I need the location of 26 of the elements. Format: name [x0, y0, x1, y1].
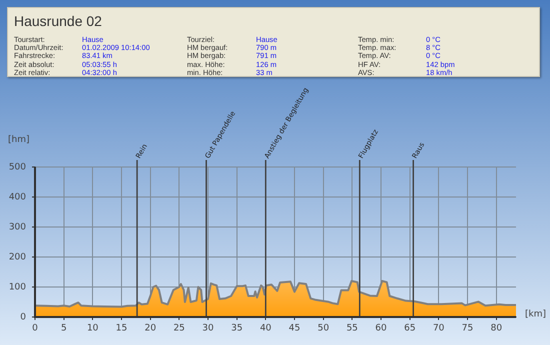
x-tick-label: 0 — [32, 324, 38, 334]
x-tick-label: 20 — [144, 324, 156, 334]
y-tick-label: 500 — [8, 162, 26, 172]
x-axis-title: [km] — [525, 309, 546, 320]
x-tick-label: 10 — [86, 324, 99, 334]
x-tick-label: 75 — [462, 324, 474, 334]
x-tick-label: 50 — [318, 324, 330, 334]
x-tick-label: 80 — [490, 324, 502, 334]
x-tick-label: 55 — [346, 324, 358, 334]
y-axis-title: [hm] — [8, 135, 30, 145]
x-tick-label: 60 — [375, 324, 387, 334]
x-tick-label: 15 — [116, 324, 128, 334]
x-tick-label: 25 — [173, 324, 185, 334]
x-tick-label: 45 — [288, 324, 300, 334]
x-tick-label: 30 — [202, 324, 214, 334]
x-tick-label: 5 — [60, 324, 67, 334]
y-tick-label: 400 — [8, 192, 26, 202]
y-tick-label: 300 — [8, 222, 26, 232]
x-tick-label: 70 — [432, 324, 445, 334]
x-tick-label: 35 — [231, 324, 243, 334]
x-tick-label: 40 — [260, 324, 272, 334]
y-tick-label: 0 — [20, 312, 26, 322]
y-tick-label: 100 — [8, 282, 26, 292]
chart-title: Hausrunde 02 — [14, 13, 102, 29]
x-tick-label: 65 — [404, 324, 416, 334]
y-tick-label: 200 — [8, 252, 26, 262]
